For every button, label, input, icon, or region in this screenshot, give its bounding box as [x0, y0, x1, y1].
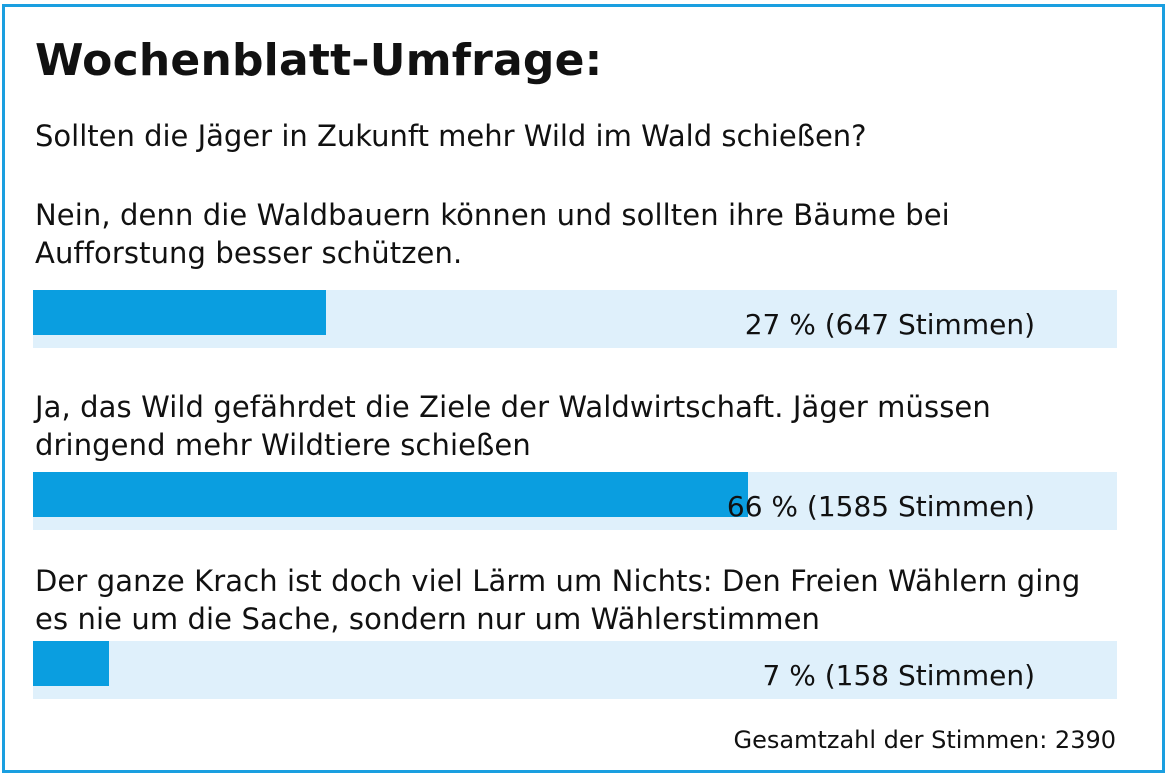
option-1-line-1: Nein, denn die Waldbauern können und sol… — [35, 198, 950, 232]
option-1-text: Nein, denn die Waldbauern können und sol… — [35, 196, 1135, 272]
option-3-line-1: Der ganze Krach ist doch viel Lärm um Ni… — [35, 564, 1081, 598]
poll-title: Wochenblatt-Umfrage: — [35, 35, 603, 86]
option-2-line-1: Ja, das Wild gefährdet die Ziele der Wal… — [35, 390, 991, 424]
option-1-bar — [33, 290, 326, 335]
option-2-text: Ja, das Wild gefährdet die Ziele der Wal… — [35, 388, 1135, 464]
option-3-text: Der ganze Krach ist doch viel Lärm um Ni… — [35, 562, 1135, 638]
option-3-line-2: es nie um die Sache, sondern nur um Wähl… — [35, 602, 821, 636]
option-3-data-label: 7 % (158 Stimmen) — [762, 659, 1035, 692]
option-1-line-2: Aufforstung besser schützen. — [35, 236, 463, 270]
option-2-line-2: dringend mehr Wildtiere schießen — [35, 428, 531, 462]
option-2-bar-track: 66 % (1585 Stimmen) — [33, 472, 1117, 530]
option-1-data-label: 27 % (647 Stimmen) — [744, 308, 1035, 341]
option-2-data-label: 66 % (1585 Stimmen) — [726, 490, 1035, 523]
poll-question: Sollten die Jäger in Zukunft mehr Wild i… — [35, 119, 867, 153]
total-votes: Gesamtzahl der Stimmen: 2390 — [733, 726, 1116, 754]
option-1-bar-track: 27 % (647 Stimmen) — [33, 290, 1117, 348]
option-3-bar-track: 7 % (158 Stimmen) — [33, 641, 1117, 699]
option-3-bar — [33, 641, 109, 686]
option-2-bar — [33, 472, 748, 517]
